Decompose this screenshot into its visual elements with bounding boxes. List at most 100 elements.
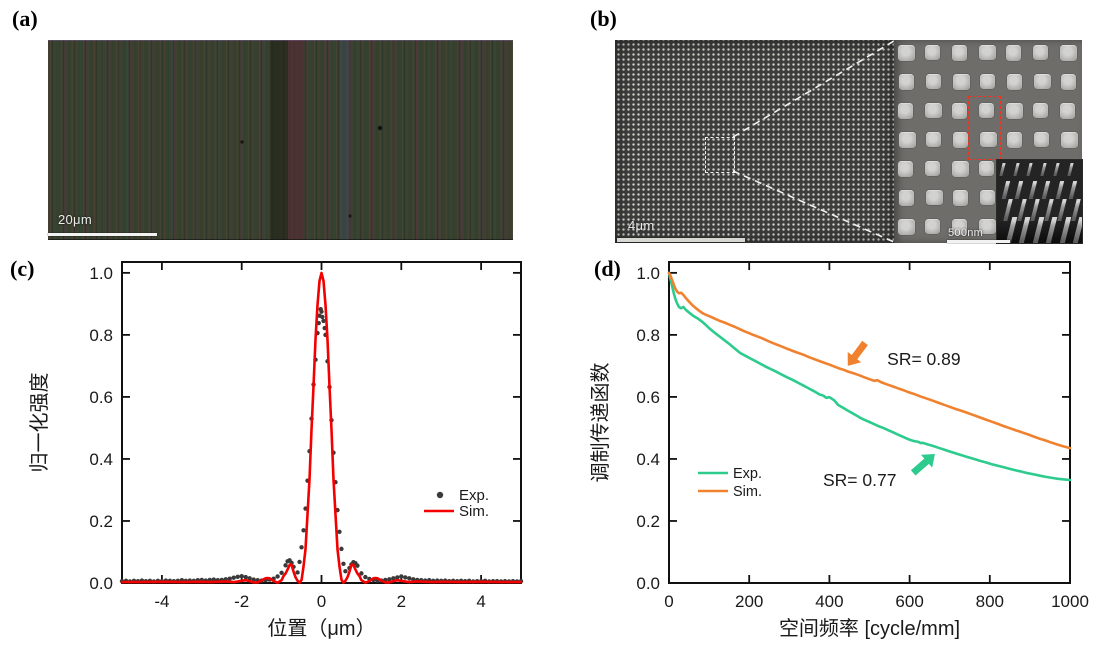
x-tick-label: -2 [234, 592, 249, 611]
tilted-pillar [1066, 163, 1074, 176]
tilted-pillar [1014, 181, 1023, 199]
annotation-arrow [847, 340, 868, 366]
x-axis-label: 位置（μm） [267, 617, 375, 640]
y-tick-label: 0.4 [636, 450, 660, 469]
series-sim [120, 271, 523, 584]
chart-mtf: 0 200 400 600 800 1000 0.0 0.2 0.4 0.6 0.8 1.0 空间频率 … [589, 261, 1089, 640]
axes: -4 -2 0 2 4 0.0 0.2 0.4 0.6 0.8 1.0 [89, 261, 522, 611]
x-tick-label: 0 [664, 592, 673, 611]
nanopillar-top [979, 45, 996, 60]
sr-annotation: SR= 0.89 [887, 349, 960, 369]
nanopillar-top [925, 103, 942, 118]
y-tick-label: 1.0 [89, 264, 113, 283]
nanopillar-top [1060, 45, 1077, 61]
panel-a-letter: (a) [12, 6, 38, 31]
panel-b-sem-zoom: 500nm [894, 40, 1082, 243]
panel-b-scale-bar-zoom [947, 240, 1010, 243]
y-axis-label: 归一化强度 [28, 373, 51, 473]
nanopillar-top [899, 132, 916, 148]
legend-label: Exp. [733, 466, 762, 482]
y-tick-label: 0.2 [89, 512, 113, 531]
y-tick-label: 0.6 [89, 388, 113, 407]
nanopillar-top [953, 132, 968, 148]
nanopillar-top [1007, 74, 1022, 90]
nanopillar-top [980, 74, 995, 89]
y-tick-label: 1.0 [636, 264, 660, 283]
nanopillar-top [952, 103, 967, 119]
legend-label: Sim. [733, 484, 762, 500]
panel-b-highlight-box [968, 96, 1001, 160]
x-tick-label: 2 [397, 592, 406, 611]
y-axis-label: 调制传递函数 [589, 363, 612, 483]
nanopillar-top [898, 219, 915, 235]
tilted-pillar [1028, 181, 1037, 199]
nanopillar-top [1006, 103, 1023, 119]
nanopillar-top [1034, 132, 1049, 147]
x-tick-label: 800 [976, 592, 1004, 611]
y-tick-label: 0.6 [636, 388, 660, 407]
nanopillar-top [952, 45, 967, 61]
x-tick-label: -4 [154, 592, 169, 611]
nanopillar-top [925, 219, 940, 234]
x-tick-label: 600 [895, 592, 923, 611]
nanopillar-top [1061, 74, 1076, 90]
legend-label: Exp. [459, 487, 489, 504]
panel-b-tilted-inset [997, 160, 1082, 243]
x-axis-label: 空间频率 [cycle/mm] [779, 617, 960, 640]
series-exp [667, 271, 1072, 482]
nanopillar-top [1033, 45, 1048, 60]
nanopillar-top [1033, 103, 1048, 118]
panel-b-scale-bar-main [617, 238, 745, 242]
nanopillar-top [979, 161, 994, 176]
tilted-pillar [1068, 181, 1077, 199]
tilted-pillar [999, 163, 1006, 176]
tilted-pillar [1039, 163, 1047, 176]
y-tick-label: 0.2 [636, 512, 660, 531]
y-tick-label: 0.8 [636, 326, 660, 345]
tilted-pillar [1053, 163, 1060, 176]
nanopillar-top [899, 74, 914, 90]
nanopillar-top [898, 161, 913, 177]
x-tick-label: 400 [815, 592, 843, 611]
chart-psf: -4 -2 0 2 4 0.0 0.2 0.4 0.6 0.8 1.0 位置（μm） 归一化强度 Exp.… [28, 261, 524, 640]
panel-a-scale-label: 20μm [58, 212, 92, 227]
nanopillar-top [1060, 103, 1075, 119]
nanopillar-top [899, 190, 914, 206]
nanopillar-top [980, 132, 997, 147]
nanopillar-top [952, 161, 969, 177]
legend-label: Sim. [459, 503, 489, 520]
x-tick-label: 4 [476, 592, 485, 611]
panel-b-sem-overview: 4μm [615, 40, 894, 243]
nanopillar-top [953, 190, 968, 206]
nanopillar-top [953, 74, 970, 90]
panel-b-scale-label-main: 4μm [628, 218, 655, 233]
nanopillar-top [1034, 74, 1051, 89]
axes: 0 200 400 600 800 1000 0.0 0.2 0.4 0.6 0.8 1.0 [636, 261, 1089, 611]
legend: Exp.Sim. [424, 487, 489, 520]
nanopillar-top [898, 103, 913, 119]
panel-b-letter: (b) [590, 6, 617, 31]
panel-b-roi-box [705, 137, 735, 173]
nanopillar-top [926, 190, 943, 205]
panel-d-letter: (d) [594, 256, 621, 281]
x-tick-label: 0 [317, 592, 326, 611]
nanopillar-top [898, 45, 915, 61]
tilted-pillar [1026, 163, 1033, 176]
nanopillar-top [926, 132, 941, 147]
nanopillar-top [925, 45, 940, 60]
nanopillar-top [979, 219, 996, 234]
nanopillar-top [980, 190, 995, 205]
series-sim [667, 271, 1072, 450]
tilted-pillar [1012, 163, 1020, 176]
tilted-pillar [1041, 181, 1050, 199]
legend: Exp. Sim. [698, 466, 762, 500]
nanopillar-top [1061, 132, 1078, 148]
nanopillar-top [925, 161, 940, 176]
y-tick-label: 0.8 [89, 326, 113, 345]
y-tick-label: 0.0 [636, 574, 660, 593]
tilted-pillar [1001, 181, 1010, 199]
nanopillar-top [1006, 45, 1021, 61]
series-exp [119, 306, 524, 584]
y-tick-label: 0.0 [89, 574, 113, 593]
